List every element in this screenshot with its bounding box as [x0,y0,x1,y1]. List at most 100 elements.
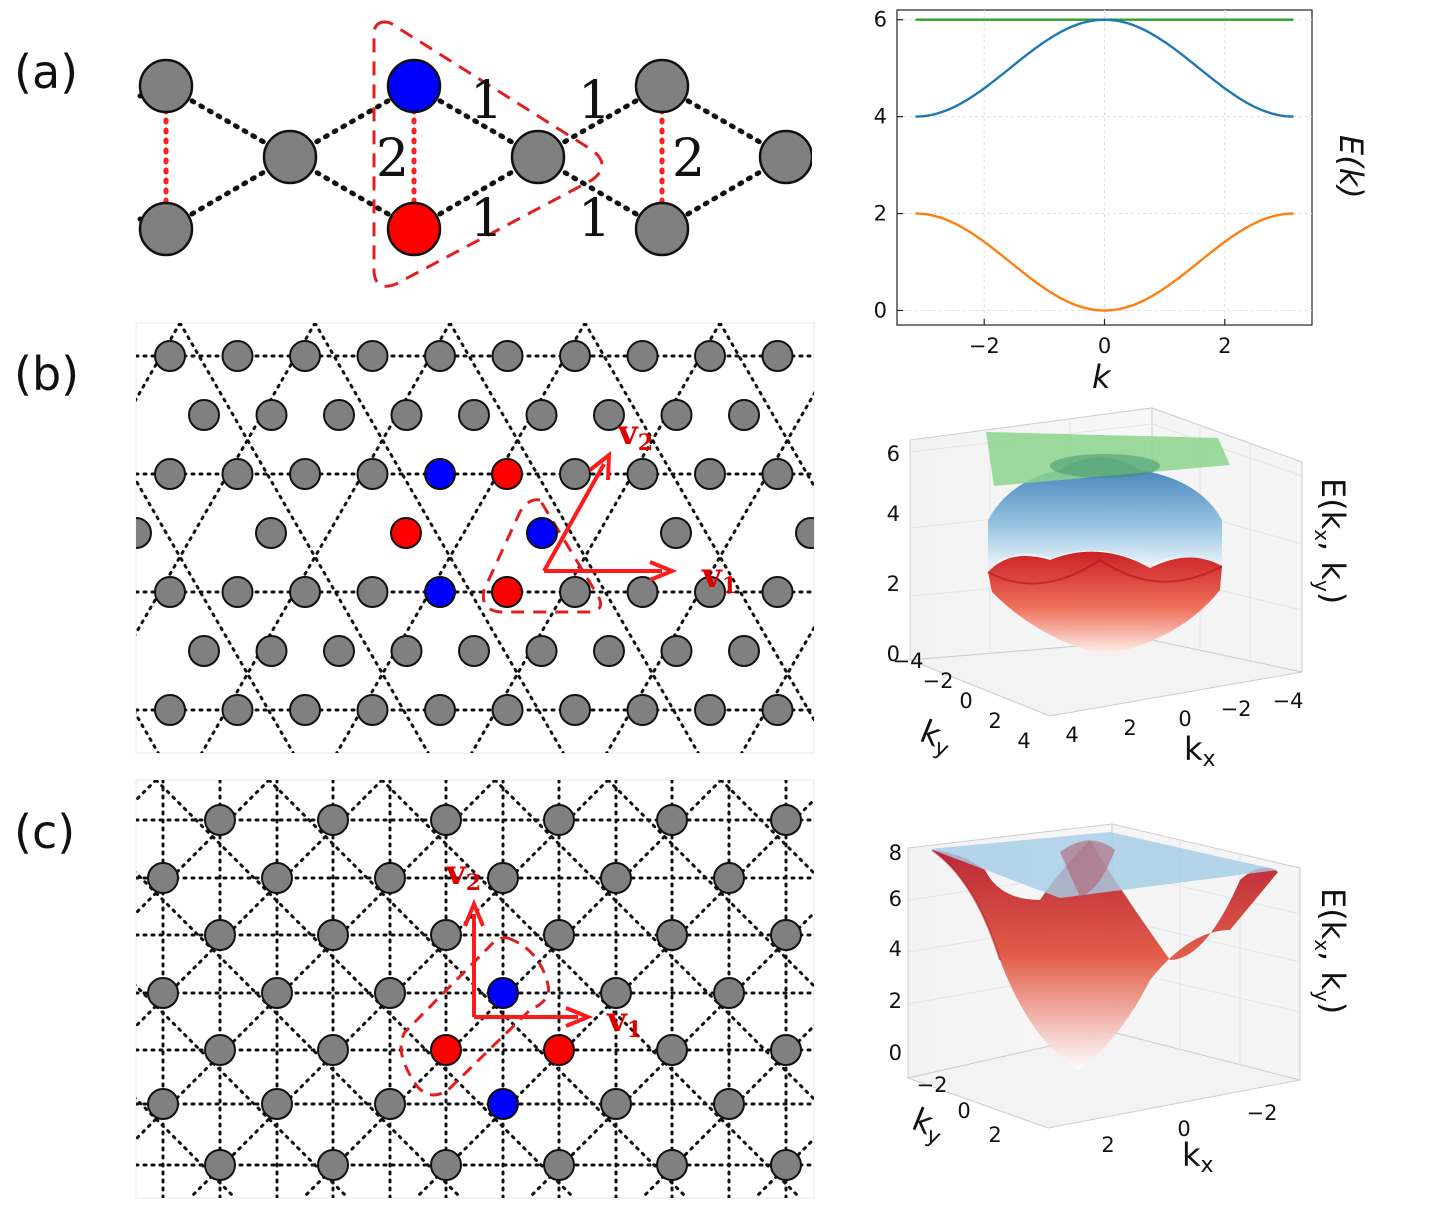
lattice-site [317,919,349,951]
y-tick-label: 2 [988,1123,1001,1147]
lattice-bond [1433,780,1445,1198]
lattice-bond [606,780,814,989]
lattice-site [634,58,690,114]
lattice-site [221,340,254,372]
lattice-site [770,804,802,836]
lattice-site [795,517,814,549]
lattice-site [694,458,726,490]
z-tick-label: 4 [889,937,902,961]
lattice-site [261,862,293,894]
lattice-bond [0,780,9,1198]
y-tick-label: 2 [988,709,1001,733]
lattice-bond [1286,780,1445,1198]
panel-label-b: (b) [14,347,79,401]
v1-label: v1 [606,1000,642,1043]
grid-lines [897,10,1312,325]
blue-site [487,977,519,1009]
x-tick-label: 2 [1123,716,1136,740]
lattice-site [289,576,321,608]
chain-sites [138,58,852,257]
band-chart-1d: −2 0 2 0 2 4 6 k E(k) [874,8,1370,396]
lattice-site [424,694,456,726]
lattice-bond [1417,323,1445,753]
chain-diagram: 1 1 1 1 2 2 [137,20,852,288]
floor-pane [909,639,1303,717]
lattice-site [138,58,194,114]
lattice-bond [1395,323,1445,753]
lattice-site [458,399,490,431]
lattice-site [356,694,389,726]
red-site [491,458,523,490]
lattice-site [221,576,254,608]
lattice-bond [448,323,700,753]
z-tick-label: 0 [889,1041,902,1065]
lattice-site [770,1034,802,1066]
floor-pane [906,1031,1301,1129]
lattice-bond [583,323,814,723]
lattice-site [626,576,659,608]
lattice-site [188,399,220,431]
edge-mask [812,120,852,200]
lattice-site [694,694,726,726]
z-axis-label: E(kx, ky) [1310,478,1352,604]
lattice-bond [136,983,350,1198]
lattice-site [600,1088,632,1120]
lattice-site [204,804,236,836]
lattice-bond [605,391,814,753]
v1-label: v1 [701,556,737,599]
lattice-site [510,129,566,185]
lattice-site [374,1088,406,1120]
lattice-site [356,340,389,372]
v2-label: v2 [617,413,653,456]
z-tick-label: 2 [887,572,900,596]
lattice-bond [719,780,814,876]
x-tick-label: 2 [1101,1133,1114,1157]
square-kagome-lattice: v1 v2 [0,779,1445,1199]
lattice-site [147,1088,179,1120]
red-site [386,201,442,257]
lattice-site [559,694,591,726]
lattice-bond [1282,323,1445,753]
lattice-site [430,804,462,836]
lattice-site [593,399,625,431]
lattice-sites [147,804,802,1181]
lattice-site [147,977,179,1009]
lattice-site [600,977,632,1009]
lattice-site [656,1149,688,1181]
lattice-bond [493,780,814,1102]
lattice-site [634,201,690,257]
lattice-site [261,977,293,1009]
red-site [390,517,422,549]
lattice-site [154,694,186,726]
lattice-site [261,1088,293,1120]
x-tick-label: 0 [1178,707,1191,731]
lattice-vector-v2 [542,450,612,572]
lattice-site [390,399,423,431]
y-tick-label: −2 [917,1073,948,1097]
lattice-bond [136,323,317,637]
v2-label: v2 [445,853,481,896]
y-tick-label: 4 [874,105,887,129]
lattice-site [154,576,186,608]
lattice-bond [267,780,689,1198]
blue-site [424,458,456,490]
y-tick-label: 0 [959,689,972,713]
lattice-site [136,517,152,549]
bond-label-2-a: 2 [376,129,409,189]
bond-label-1-b: 1 [578,71,611,131]
lattice-site [593,635,625,667]
lattice-site [694,576,726,608]
lattice-bond [313,323,565,753]
x-tick-label: −2 [1247,1101,1278,1125]
lattice-site [374,977,406,1009]
x-tick-label: −4 [1273,689,1304,713]
ky-axis-label: ky [914,712,959,763]
lattice-site [660,399,693,431]
series-lines [915,18,1294,312]
unit-cell-outline [372,20,604,288]
panel-label-a: (a) [14,45,78,99]
lattice-site [188,635,220,667]
